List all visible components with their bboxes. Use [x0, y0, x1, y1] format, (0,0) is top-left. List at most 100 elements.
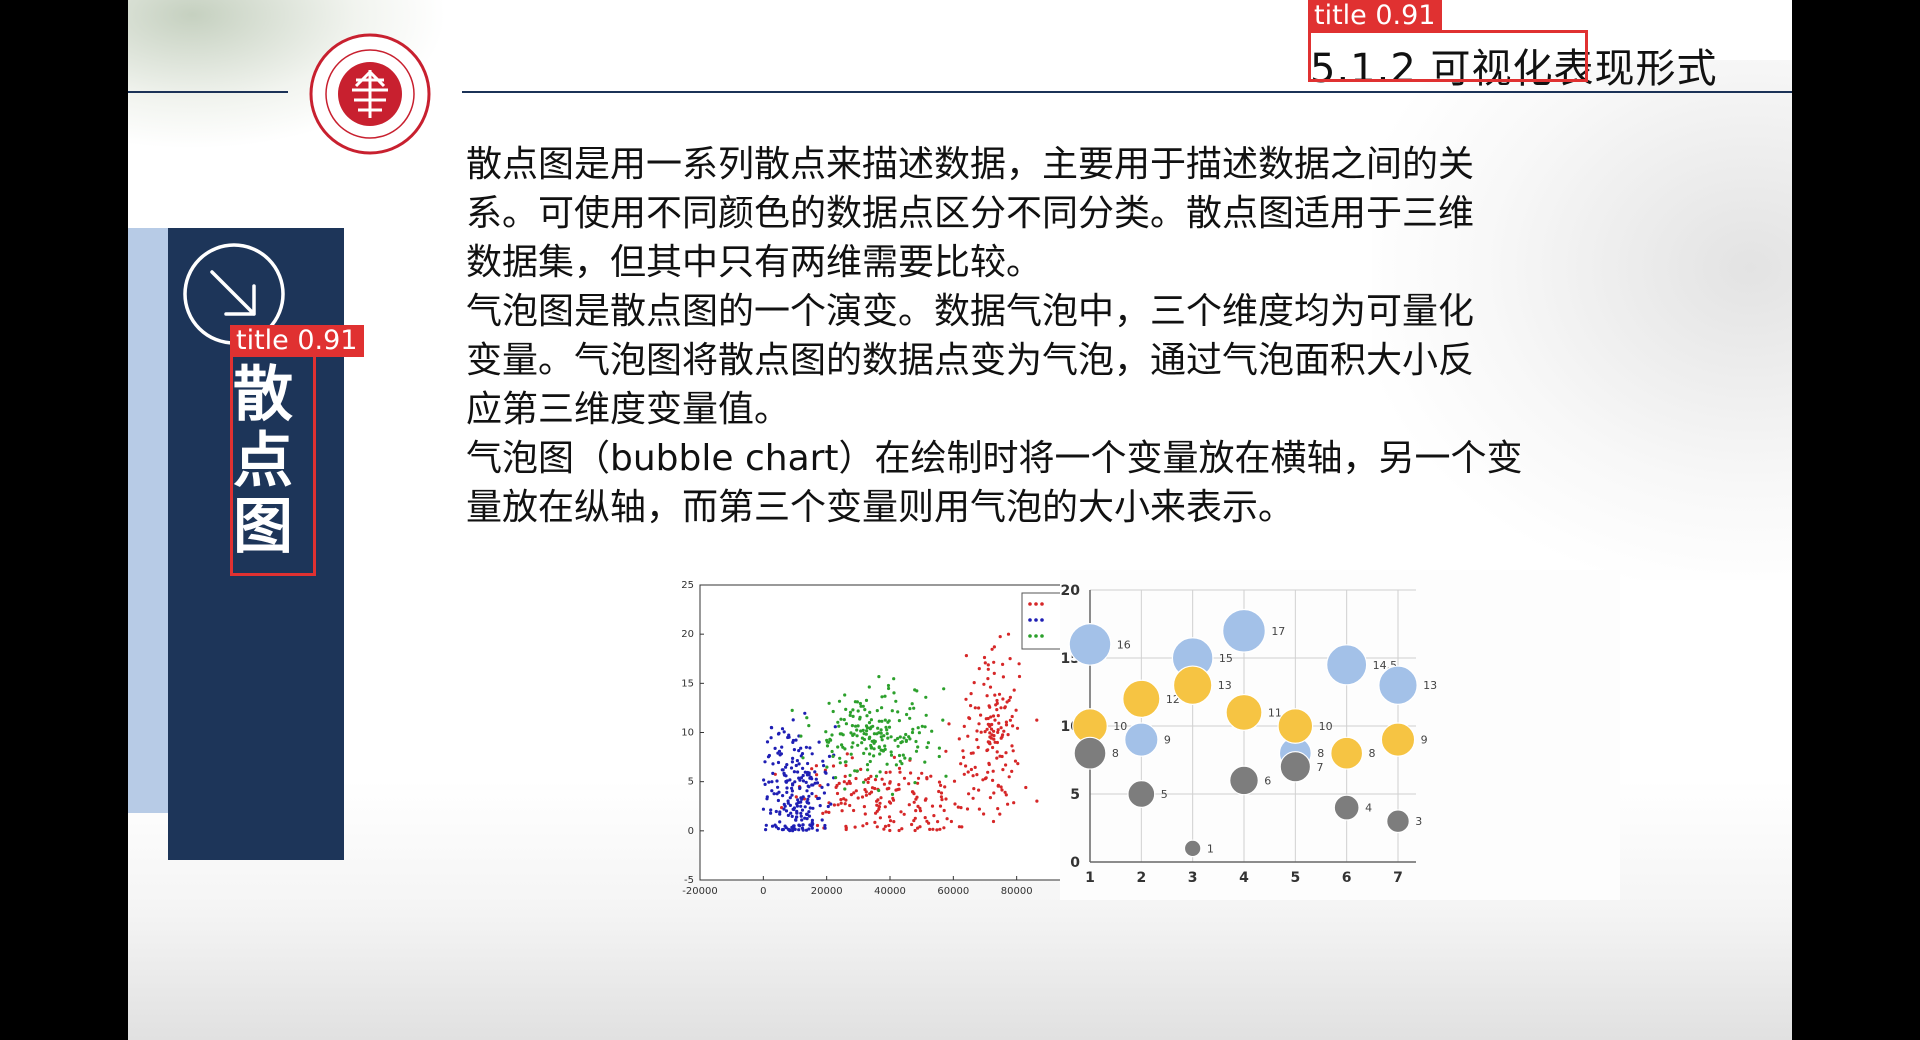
- scatter-point: [855, 769, 859, 773]
- scatter-point: [801, 828, 805, 832]
- body-line: 散点图是用一系列散点来描述数据，主要用于描述数据之间的关: [466, 144, 1475, 185]
- scatter-point: [782, 807, 786, 811]
- scatter-point: [1001, 768, 1005, 772]
- scatter-point: [898, 735, 902, 739]
- legend-marker: [1034, 618, 1038, 622]
- scatter-point: [1003, 705, 1007, 709]
- scatter-point: [984, 717, 988, 721]
- scatter-point: [780, 745, 784, 749]
- scatter-point: [893, 738, 897, 742]
- scatter-point: [849, 731, 853, 735]
- scatter-point: [926, 741, 930, 745]
- scatter-point: [992, 645, 996, 649]
- scatter-point: [889, 753, 894, 757]
- scatter-point: [986, 667, 990, 671]
- scatter-point: [986, 748, 990, 752]
- scatter-point: [968, 716, 972, 721]
- scatter-point: [792, 807, 796, 812]
- scatter-point: [810, 783, 814, 787]
- scatter-point: [966, 770, 970, 774]
- scatter-point: [868, 735, 872, 739]
- scatter-point: [860, 795, 865, 799]
- scatter-point: [897, 753, 902, 758]
- scatter-point: [831, 754, 835, 758]
- scatter-point: [805, 789, 809, 793]
- y-tick-label: 20: [1061, 583, 1081, 599]
- scatter-point: [820, 818, 824, 822]
- scatter-point: [995, 756, 999, 760]
- scatter-point: [977, 667, 981, 671]
- bubble-label: 3: [1415, 815, 1422, 828]
- scatter-point: [859, 704, 863, 708]
- scatter-point: [885, 732, 889, 736]
- scatter-point: [806, 797, 810, 801]
- section-title: 5.1.2 可视化表现形式: [1310, 46, 1718, 92]
- scatter-point: [791, 740, 795, 744]
- scatter-point: [785, 763, 789, 767]
- scatter-point: [769, 808, 773, 812]
- scatter-point: [883, 718, 887, 722]
- scatter-point: [1004, 751, 1008, 755]
- scatter-point: [952, 779, 957, 783]
- scatter-point: [878, 770, 882, 774]
- scatter-point: [845, 782, 849, 786]
- scatter-point: [786, 813, 790, 817]
- scatter-point: [1003, 790, 1007, 794]
- scatter-point: [994, 703, 998, 707]
- scatter-point: [865, 763, 870, 767]
- scatter-point: [986, 770, 990, 774]
- bubble: [1068, 623, 1112, 666]
- scatter-point: [840, 743, 844, 747]
- scatter-point: [771, 762, 775, 766]
- scatter-point: [869, 774, 873, 778]
- scatter-point: [848, 713, 852, 717]
- bubble-chart: 1 2 3 4 5 6 7051015201691517814.51310121311108…: [1060, 570, 1620, 900]
- scatter-point: [937, 754, 941, 759]
- scatter-point: [829, 802, 833, 806]
- bubble: [1124, 722, 1159, 757]
- scatter-point: [1016, 762, 1020, 766]
- detection-label: title 0.91: [230, 325, 364, 357]
- scatter-point: [937, 746, 941, 750]
- x-tick-label: 6: [1342, 870, 1352, 886]
- scatter-point: [799, 776, 804, 780]
- scatter-point: [988, 731, 992, 735]
- scatter-point: [779, 752, 783, 756]
- scatter-point: [852, 808, 856, 813]
- body-text: 散点图是用一系列散点来描述数据，主要用于描述数据之间的关 系。可使用不同颜色的数…: [466, 140, 1666, 532]
- sidebar-title-char: 散: [233, 360, 293, 430]
- scatter-point: [799, 804, 803, 808]
- scatter-point: [840, 809, 844, 813]
- bubble: [1279, 751, 1312, 783]
- scatter-point: [1001, 697, 1005, 701]
- scatter-point: [808, 746, 812, 750]
- scatter-point: [918, 806, 922, 810]
- bubble: [1229, 765, 1259, 796]
- scatter-point: [996, 728, 1000, 732]
- scatter-point: [791, 718, 795, 722]
- scatter-point: [875, 799, 879, 803]
- scatter-point: [892, 677, 896, 681]
- header-rule-right: [462, 91, 1792, 93]
- scatter-point: [897, 828, 901, 833]
- scatter-point: [814, 764, 818, 768]
- scatter-point: [877, 805, 881, 809]
- y-tick-label: 20: [681, 629, 694, 640]
- scatter-point: [923, 798, 927, 802]
- scatter-point: [973, 706, 977, 710]
- scatter-point: [807, 773, 811, 777]
- y-tick-label: 0: [688, 826, 694, 837]
- scatter-point: [942, 808, 946, 813]
- scatter-point: [938, 804, 943, 808]
- scatter-point: [850, 745, 854, 749]
- scatter-point: [916, 826, 920, 830]
- scatter-point: [996, 730, 1000, 734]
- scatter-point: [869, 718, 873, 722]
- scatter-point: [896, 710, 900, 714]
- scatter-point: [928, 827, 932, 831]
- scatter-point: [788, 778, 792, 782]
- scatter-point: [856, 724, 860, 728]
- sidebar-title: 散 点 图: [233, 360, 293, 560]
- scatter-point: [842, 780, 846, 784]
- scatter-point: [838, 761, 842, 765]
